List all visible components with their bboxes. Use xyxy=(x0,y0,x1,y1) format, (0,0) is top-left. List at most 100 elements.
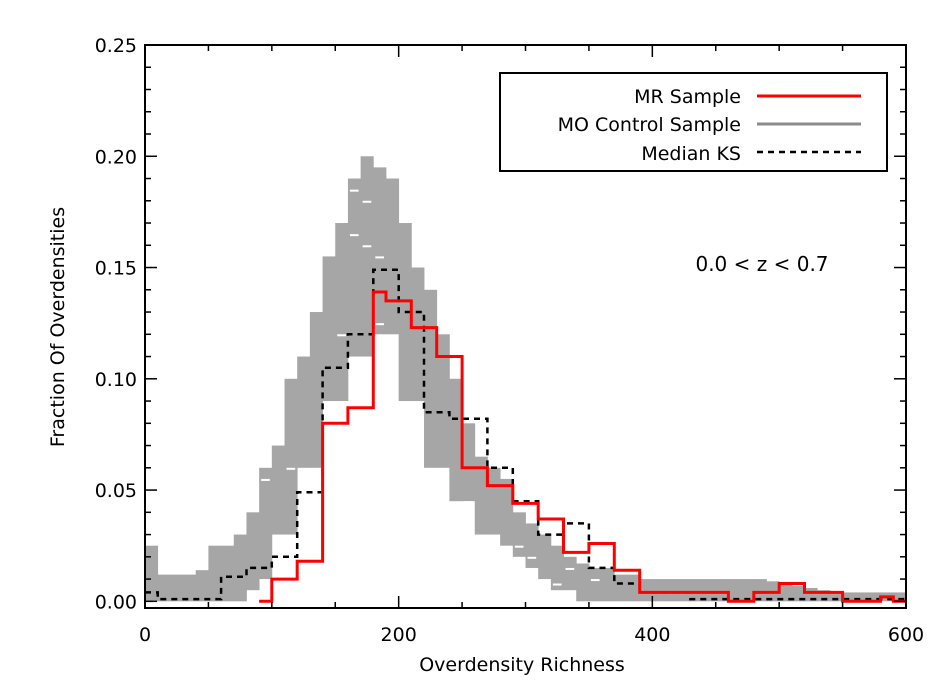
mr-sample-line xyxy=(259,290,906,603)
control-band-bin xyxy=(690,579,704,602)
histogram-lines xyxy=(145,268,906,603)
y-axis-label: Fraction Of Overdensities xyxy=(47,207,69,447)
control-band-bin xyxy=(474,456,488,535)
control-band-bin xyxy=(626,574,641,602)
control-band-bin xyxy=(512,512,526,557)
x-tick-label: 400 xyxy=(634,624,670,646)
control-band-bin xyxy=(842,592,856,602)
control-band-bin xyxy=(588,567,602,602)
y-tick-label: 0.05 xyxy=(95,480,137,502)
control-band-bin xyxy=(259,467,273,580)
control-band-bin xyxy=(449,378,463,502)
control-band-bin xyxy=(335,223,349,402)
legend-label-median-ks: Median KS xyxy=(641,143,741,165)
y-tick-label: 0.15 xyxy=(95,258,137,280)
control-band-gap xyxy=(337,334,346,337)
control-band-bin xyxy=(538,534,552,580)
control-band-bin xyxy=(322,256,336,402)
x-tick-label: 0 xyxy=(139,624,151,646)
control-band-bin xyxy=(170,574,184,602)
control-band-gap xyxy=(387,345,397,348)
control-band-bin xyxy=(436,334,450,468)
control-band-bin xyxy=(893,592,907,602)
control-band-gap xyxy=(464,501,473,504)
control-band-bin xyxy=(855,592,869,602)
control-band-bin xyxy=(741,579,755,602)
control-band-bin xyxy=(576,563,590,602)
x-tick-label: 200 xyxy=(381,624,417,646)
control-band-bin xyxy=(424,289,438,468)
control-band-bin xyxy=(271,445,285,535)
control-band-gap xyxy=(565,567,575,570)
control-band-gap xyxy=(514,545,524,548)
control-band-bin xyxy=(309,312,323,468)
control-band-bin xyxy=(867,592,882,602)
control-band-bin xyxy=(753,579,767,602)
control-band-bin xyxy=(703,579,717,602)
control-band-gap xyxy=(527,556,537,559)
control-band-bin xyxy=(233,534,247,602)
y-tick-label: 0.20 xyxy=(95,146,137,168)
control-band-bin xyxy=(652,579,666,602)
x-tick-label: 600 xyxy=(888,624,924,646)
control-band-bin xyxy=(411,267,425,402)
control-band-bin xyxy=(500,478,514,546)
control-band-bin xyxy=(284,378,298,535)
control-band-gap xyxy=(337,167,346,170)
median-ks-line xyxy=(145,268,906,601)
control-band-bin xyxy=(462,423,476,502)
legend: MR Sample MO Control Sample Median KS xyxy=(499,72,888,172)
control-band-bin xyxy=(221,545,235,602)
control-band-bin xyxy=(791,585,805,602)
control-band-gap xyxy=(590,579,600,582)
control-band-gap xyxy=(362,245,372,248)
control-band-bin xyxy=(550,545,564,591)
control-band-bin xyxy=(360,156,374,357)
control-band-gap xyxy=(400,423,410,426)
control-band-bin xyxy=(385,178,400,335)
control-band-bin xyxy=(728,579,742,602)
control-band-bin xyxy=(246,512,260,591)
control-band-gap xyxy=(349,189,359,192)
control-band-bin xyxy=(817,590,831,602)
control-band-bin xyxy=(373,167,387,335)
control-band-gap xyxy=(552,583,562,586)
control-band-gap xyxy=(261,478,270,481)
y-tick-label: 0.00 xyxy=(95,591,137,613)
control-band-bin xyxy=(183,574,197,602)
control-band-bin xyxy=(829,592,843,602)
redshift-range-annotation: 0.0 < z < 0.7 xyxy=(695,252,828,276)
control-band-bin xyxy=(601,567,615,602)
control-band-gap xyxy=(375,323,384,326)
control-band-bin xyxy=(639,579,653,602)
control-band-bin xyxy=(715,579,729,602)
control-band-bin xyxy=(487,467,501,535)
control-band-bin xyxy=(665,579,679,602)
control-band-gap xyxy=(400,434,410,437)
legend-box xyxy=(499,72,888,172)
control-band-bin xyxy=(779,583,793,602)
control-band-gap xyxy=(286,467,296,470)
control-band-bin xyxy=(525,523,539,568)
control-band-bin xyxy=(677,579,691,602)
control-band-bin xyxy=(563,556,577,591)
control-band-gap xyxy=(337,211,346,214)
legend-label-mr-sample: MR Sample xyxy=(634,86,741,108)
y-tick-label: 0.10 xyxy=(95,369,137,391)
legend-label-mo-control-sample: MO Control Sample xyxy=(558,114,741,136)
y-tick-label: 0.25 xyxy=(95,35,137,57)
control-band-bin xyxy=(614,574,628,602)
control-band-gap xyxy=(362,200,372,203)
control-band-bin xyxy=(208,545,222,602)
control-band-bin xyxy=(145,545,159,602)
control-band-gap xyxy=(375,256,384,259)
control-band-gap xyxy=(349,234,359,237)
control-band-bin xyxy=(157,574,171,602)
control-band-bin xyxy=(347,178,362,357)
control-band-bin xyxy=(195,570,209,602)
control-sample-band xyxy=(145,156,907,602)
x-axis-label: Overdensity Richness xyxy=(419,654,625,676)
axis-ticks: 0 200 400 600 0.00 0.05 0.10 0.15 0.20 0.25 xyxy=(95,35,924,646)
control-band-bin xyxy=(297,356,311,468)
